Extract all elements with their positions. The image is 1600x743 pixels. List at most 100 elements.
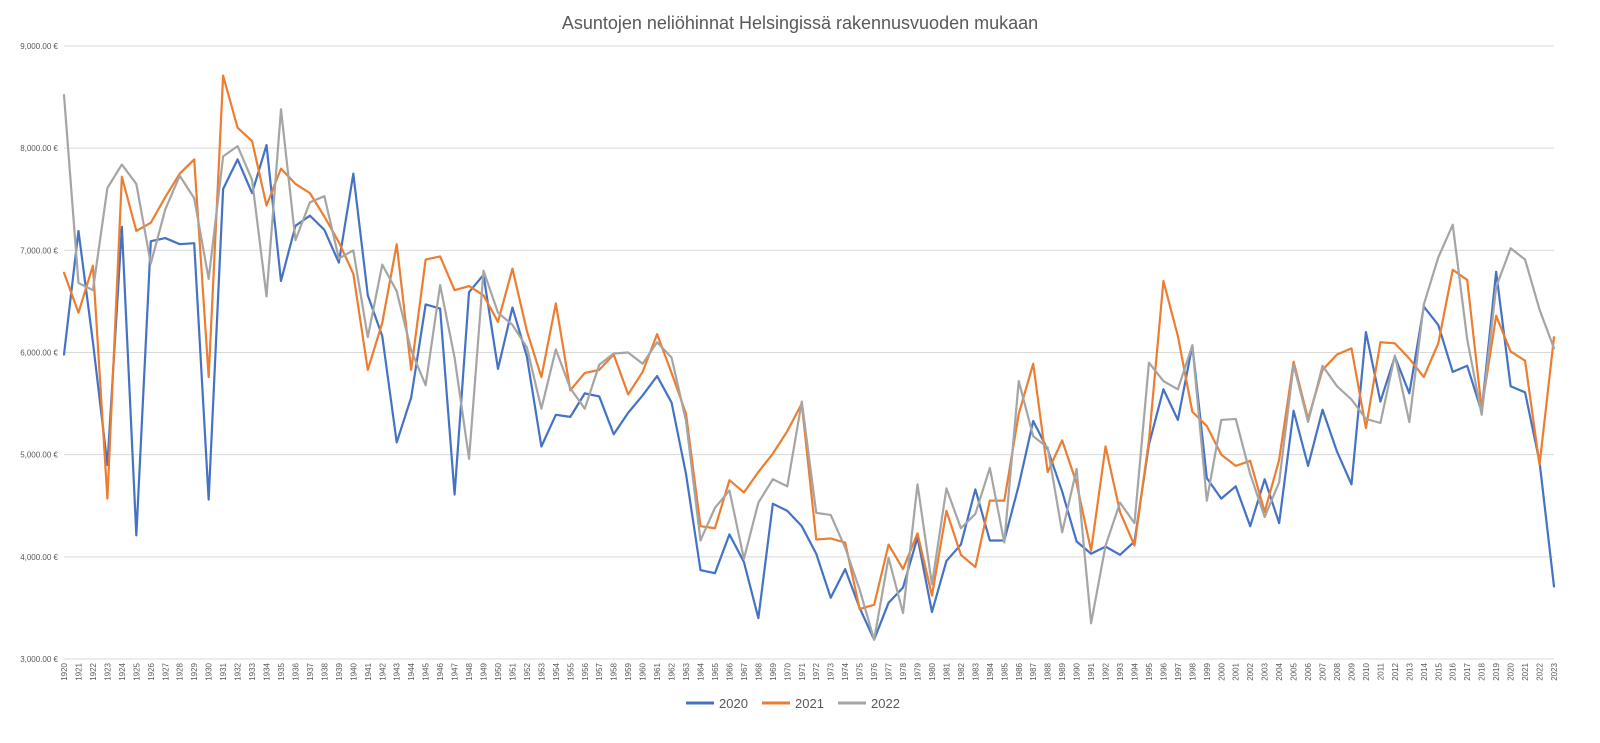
- x-tick-label: 2001: [1232, 662, 1241, 680]
- x-tick-label: 2006: [1304, 662, 1313, 680]
- x-tick-label: 1962: [668, 662, 677, 680]
- x-tick-label: 2012: [1391, 662, 1400, 680]
- x-tick-label: 2022: [1536, 662, 1545, 680]
- x-tick-label: 1930: [205, 662, 214, 680]
- x-tick-label: 1949: [480, 662, 489, 680]
- x-tick-label: 1943: [393, 662, 402, 680]
- x-tick-label: 1933: [248, 662, 257, 680]
- x-tick-label: 2003: [1261, 662, 1270, 680]
- x-tick-label: 2005: [1290, 662, 1299, 680]
- x-tick-label: 2021: [1521, 662, 1530, 680]
- x-tick-label: 1980: [928, 662, 937, 680]
- x-tick-label: 1951: [508, 662, 517, 680]
- x-tick-label: 1972: [812, 662, 821, 680]
- x-tick-label: 1920: [60, 662, 69, 680]
- legend: 2020 2021 2022: [686, 696, 900, 711]
- x-tick-label: 1993: [1116, 662, 1125, 680]
- x-tick-label: 1976: [870, 662, 879, 680]
- x-tick-label: 2007: [1319, 662, 1328, 680]
- x-tick-label: 2009: [1347, 662, 1356, 680]
- x-tick-label: 1935: [277, 662, 286, 680]
- x-tick-label: 1968: [754, 662, 763, 680]
- x-tick-label: 1995: [1145, 662, 1154, 680]
- x-tick-label: 1927: [161, 662, 170, 680]
- x-tick-label: 2020: [1507, 662, 1516, 680]
- x-tick-label: 1944: [407, 662, 416, 680]
- legend-label-2022: 2022: [871, 696, 900, 711]
- y-tick-label: 3,000.00 €: [20, 655, 58, 664]
- x-tick-label: 1922: [89, 662, 98, 680]
- series-line-2022: [62, 93, 1556, 641]
- x-tick-label: 1938: [320, 662, 329, 680]
- x-tick-label: 1941: [364, 662, 373, 680]
- x-tick-label: 1934: [263, 662, 272, 680]
- legend-label-2021: 2021: [795, 696, 824, 711]
- x-tick-label: 1994: [1130, 662, 1139, 680]
- x-tick-label: 2019: [1492, 662, 1501, 680]
- chart-title: Asuntojen neliöhinnat Helsingissä rakenn…: [562, 13, 1038, 33]
- x-tick-label: 1975: [856, 662, 865, 680]
- x-tick-label: 1966: [725, 662, 734, 680]
- x-tick-label: 1940: [349, 662, 358, 680]
- x-tick-label: 1986: [1015, 662, 1024, 680]
- x-tick-label: 1965: [711, 662, 720, 680]
- x-tick-label: 1945: [422, 662, 431, 680]
- x-tick-label: 2017: [1463, 662, 1472, 680]
- y-tick-label: 9,000.00 €: [20, 42, 58, 51]
- x-tick-label: 1955: [566, 662, 575, 680]
- y-tick-label: 4,000.00 €: [20, 553, 58, 562]
- x-tick-label: 1963: [682, 662, 691, 680]
- x-tick-label: 2011: [1376, 662, 1385, 680]
- x-tick-label: 1983: [971, 662, 980, 680]
- x-tick-label: 1958: [610, 662, 619, 680]
- x-tick-label: 1942: [378, 662, 387, 680]
- x-tick-label: 1948: [465, 662, 474, 680]
- x-tick-label: 1997: [1174, 662, 1183, 680]
- x-tick-label: 1967: [740, 662, 749, 680]
- x-tick-label: 1954: [552, 662, 561, 680]
- x-tick-label: 1979: [913, 662, 922, 680]
- x-tick-label: 1961: [653, 662, 662, 680]
- x-tick-label: 1988: [1044, 662, 1053, 680]
- x-tick-label: 1925: [132, 662, 141, 680]
- x-tick-label: 1992: [1102, 662, 1111, 680]
- y-tick-label: 6,000.00 €: [20, 349, 58, 358]
- x-tick-label: 1946: [436, 662, 445, 680]
- x-tick-label: 2008: [1333, 662, 1342, 680]
- series-lines: [62, 74, 1556, 641]
- x-tick-label: 1953: [537, 662, 546, 680]
- x-tick-label: 1977: [885, 662, 894, 680]
- x-tick-label: 2018: [1478, 662, 1487, 680]
- y-tick-label: 8,000.00 €: [20, 144, 58, 153]
- x-tick-label: 2002: [1246, 662, 1255, 680]
- x-tick-label: 1978: [899, 662, 908, 680]
- x-tick-label: 2000: [1217, 662, 1226, 680]
- x-tick-label: 2010: [1362, 662, 1371, 680]
- x-tick-label: 1996: [1159, 662, 1168, 680]
- x-tick-label: 2016: [1449, 662, 1458, 680]
- y-axis-ticks: 3,000.00 € 4,000.00 € 5,000.00 € 6,000.00 €…: [20, 42, 58, 664]
- series-line-2021: [62, 74, 1556, 611]
- x-tick-label: 1973: [827, 662, 836, 680]
- x-tick-label: 1950: [494, 662, 503, 680]
- x-tick-label: 2014: [1420, 662, 1429, 680]
- x-tick-label: 1964: [697, 662, 706, 680]
- x-tick-label: 1924: [118, 662, 127, 680]
- x-tick-label: 1971: [798, 662, 807, 680]
- x-tick-label: 1984: [986, 662, 995, 680]
- y-tick-label: 5,000.00 €: [20, 451, 58, 460]
- x-tick-label: 1969: [769, 662, 778, 680]
- x-tick-label: 1960: [639, 662, 648, 680]
- x-tick-label: 1921: [74, 662, 83, 680]
- x-tick-label: 1936: [291, 662, 300, 680]
- x-axis-ticks: 1920 1921 1922 1923 1924 1925 1926 1927 1928 1929…: [60, 662, 1559, 680]
- x-tick-label: 1928: [176, 662, 185, 680]
- x-tick-label: 1957: [595, 662, 604, 680]
- series-line-2020: [62, 144, 1556, 641]
- x-tick-label: 1932: [234, 662, 243, 680]
- x-tick-label: 1929: [190, 662, 199, 680]
- x-tick-label: 1987: [1029, 662, 1038, 680]
- x-tick-label: 1947: [451, 662, 460, 680]
